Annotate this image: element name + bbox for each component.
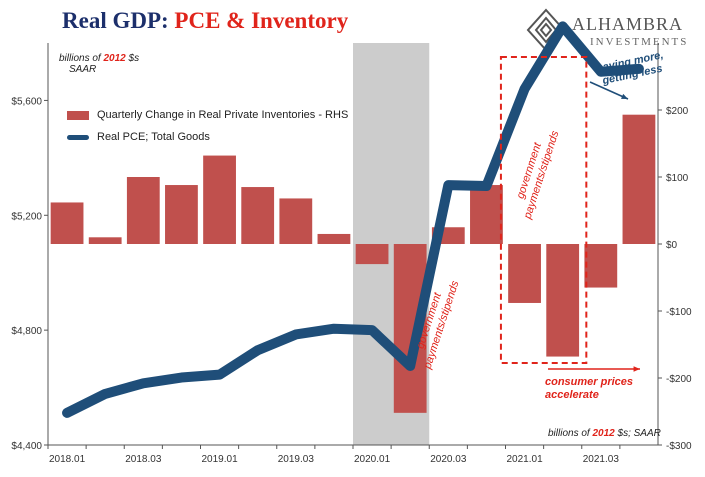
x-tick-label: 2018.03 [125, 454, 162, 465]
paying-more-arrow [589, 81, 629, 100]
legend-label-inventories: Quarterly Change in Real Private Invento… [97, 109, 349, 121]
x-tick-label: 2019.01 [201, 454, 238, 465]
inventory-bar [622, 114, 656, 244]
inventory-bar [203, 155, 236, 244]
y-right-tick-label: $100 [666, 173, 689, 184]
logo-name: ALHAMBRA [572, 14, 684, 34]
chart-title: Real GDP: PCE & Inventory [62, 8, 348, 34]
inventory-bar [241, 187, 275, 244]
inventory-bar [584, 244, 618, 288]
inventory-bar [470, 185, 503, 244]
alhambra-logo: ALHAMBRA INVESTMENTS [522, 8, 692, 56]
title-part2: PCE & Inventory [174, 8, 349, 33]
legend-label-pce: Real PCE; Total Goods [97, 131, 210, 143]
units-note-rhs: billions of 2012 $s; SAAR [548, 428, 661, 439]
inventory-bar [546, 244, 580, 357]
inventory-bar [279, 198, 313, 244]
y-right-tick-label: $200 [666, 106, 689, 117]
logo-sub: INVESTMENTS [590, 36, 689, 48]
x-tick-label: 2020.03 [430, 454, 467, 465]
consumer-prices-arrow-head [633, 366, 640, 372]
inventory-bar [126, 177, 160, 244]
y-right-tick-label: -$200 [666, 374, 692, 385]
legend-item-pce: Real PCE; Total Goods [67, 131, 210, 143]
y-left-tick-label: $5,600 [11, 96, 42, 107]
units-note: billions of 2012 $s SAAR [59, 53, 140, 75]
legend-swatch-bar [67, 110, 89, 120]
y-left-tick-label: $5,200 [11, 211, 42, 222]
x-tick-label: 2018.01 [49, 454, 86, 465]
x-tick-label: 2021.03 [583, 454, 620, 465]
paying-more-arrow-head [621, 93, 628, 99]
inventory-bar [165, 185, 198, 244]
highlight-box [499, 56, 588, 364]
y-right-tick-label: -$300 [666, 441, 692, 452]
inventory-bar [508, 244, 541, 303]
annotation-consumer-prices: consumer prices accelerate [545, 376, 634, 401]
title-part1: Real GDP: [62, 8, 169, 33]
inventory-bar [355, 244, 389, 265]
x-tick-label: 2021.01 [506, 454, 543, 465]
inventory-bar [317, 233, 351, 244]
inventory-bar [88, 237, 122, 244]
y-right-tick-label: $0 [666, 240, 678, 251]
inventory-bar [50, 202, 84, 244]
x-tick-label: 2019.03 [278, 454, 315, 465]
x-tick-label: 2020.01 [354, 454, 391, 465]
legend-swatch-line [67, 134, 89, 140]
legend-item-inventories: Quarterly Change in Real Private Invento… [67, 109, 348, 121]
y-left-tick-label: $4,400 [11, 441, 42, 452]
y-left-tick-label: $4,800 [11, 326, 42, 337]
y-right-tick-label: -$100 [666, 307, 692, 318]
